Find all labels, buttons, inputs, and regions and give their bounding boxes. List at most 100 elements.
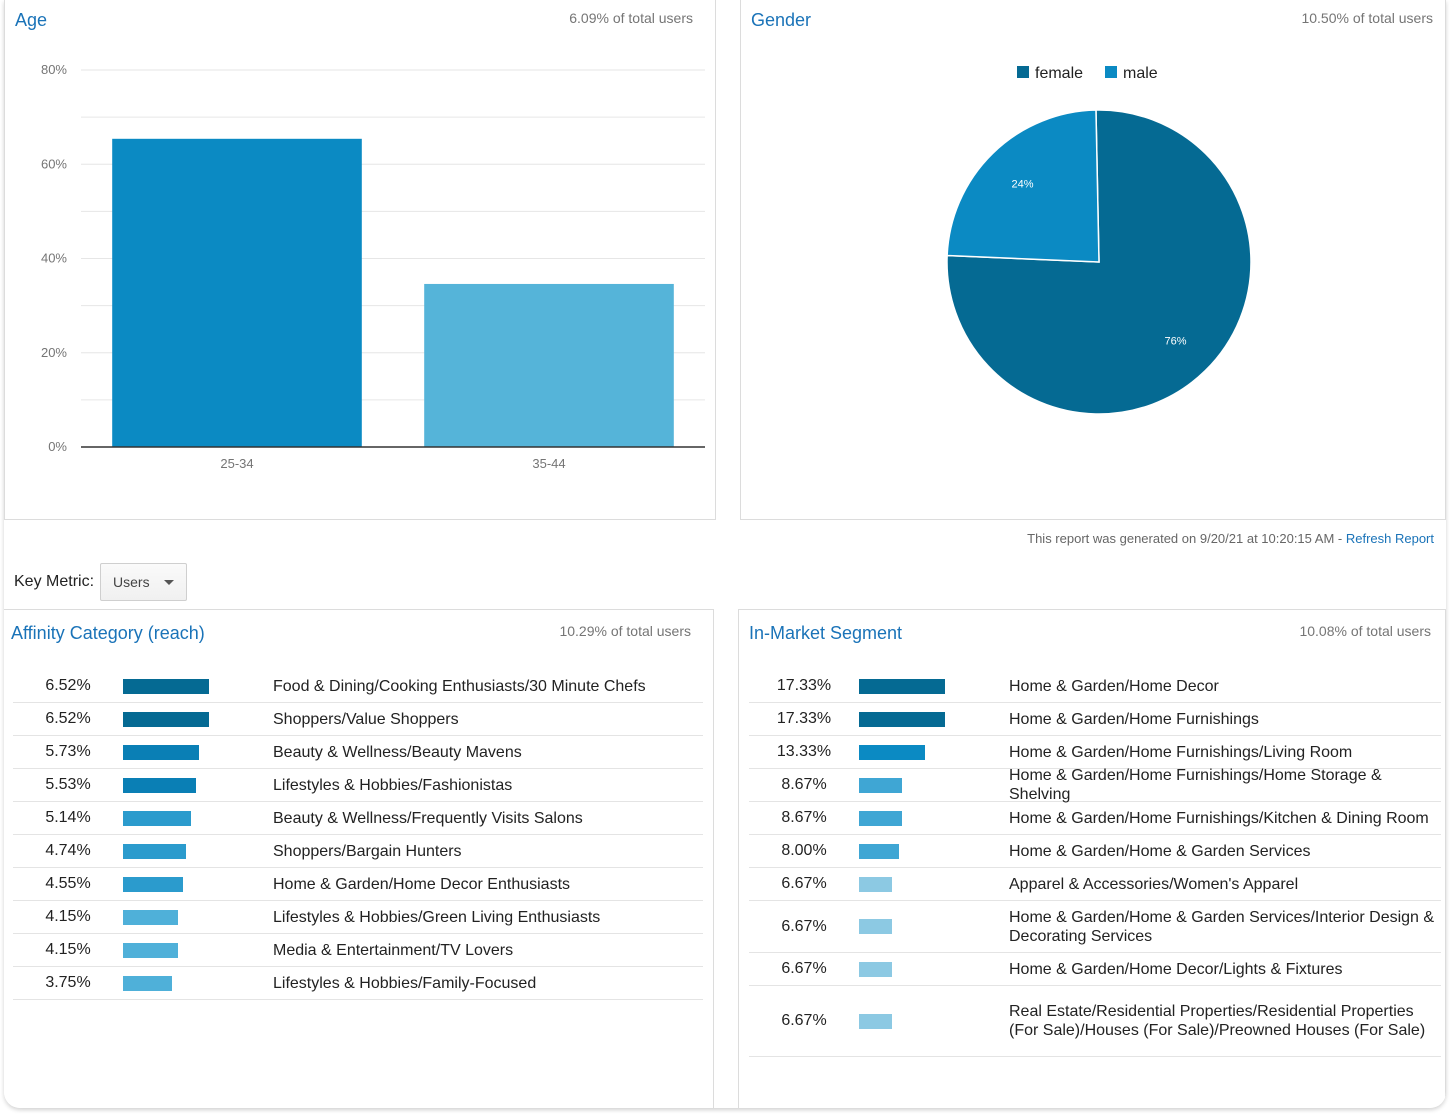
row-label: Food & Dining/Cooking Enthusiasts/30 Min…: [273, 677, 646, 695]
key-metric: Key Metric: Users: [14, 562, 187, 602]
row-bar-cell: [859, 919, 1009, 934]
row-percent: 6.52%: [45, 710, 91, 727]
row-bar: [123, 678, 209, 694]
refresh-report-link[interactable]: Refresh Report: [1345, 531, 1434, 546]
table-row[interactable]: 6.52% Food & Dining/Cooking Enthusiasts/3…: [13, 670, 703, 703]
bar-25-34[interactable]: [112, 138, 362, 448]
x-tick-label: 35-44: [532, 456, 565, 471]
row-bar: [123, 843, 186, 859]
table-row[interactable]: 17.33% Home & Garden/Home Furnishings: [749, 703, 1441, 736]
table-row[interactable]: 4.15% Lifestyles & Hobbies/Green Living E…: [13, 901, 703, 934]
row-percent: 4.74%: [45, 842, 91, 859]
row-label: Home & Garden/Home & Garden Services/Int…: [1009, 908, 1435, 945]
row-bar-cell: [859, 961, 1009, 977]
row-bar-cell: [123, 909, 273, 925]
table-row[interactable]: 5.14% Beauty & Wellness/Frequently Visits…: [13, 802, 703, 835]
row-label: Shoppers/Value Shoppers: [273, 710, 459, 728]
table-row[interactable]: 13.33% Home & Garden/Home Furnishings/Liv…: [749, 736, 1441, 769]
row-label: Beauty & Wellness/Frequently Visits Salo…: [273, 809, 583, 827]
row-label: Real Estate/Residential Properties/Resid…: [1009, 1003, 1426, 1039]
table-row[interactable]: 6.67% Home & Garden/Home Decor/Lights & F…: [749, 953, 1441, 986]
table-row[interactable]: 4.15% Media & Entertainment/TV Lovers: [13, 934, 703, 967]
key-metric-selected-value: Users: [113, 574, 150, 590]
row-bar-cell: [859, 777, 1009, 793]
row-bar-cell: [123, 975, 273, 991]
row-bar: [859, 678, 945, 694]
row-percent: 4.55%: [45, 875, 91, 892]
row-label: Home & Garden/Home Furnishings/Home Stor…: [1009, 767, 1382, 803]
row-label: Home & Garden/Home Decor: [1009, 677, 1219, 695]
row-label: Home & Garden/Home Furnishings: [1009, 710, 1259, 728]
legend-label-female: female: [1035, 65, 1083, 82]
report-generated-note: This report was generated on 9/20/21 at …: [1027, 531, 1434, 546]
age-bar-chart: 0% 20% 40% 60% 80% 25-34 35-44: [41, 62, 705, 471]
row-bar-cell: [859, 678, 1009, 694]
pie-label-female: 76%: [1164, 335, 1186, 347]
inmarket-title: In-Market Segment: [749, 623, 903, 643]
affinity-card: Affinity Category (reach) 10.29% of tota…: [4, 609, 714, 1108]
table-row[interactable]: 4.55% Home & Garden/Home Decor Enthusiast…: [13, 868, 703, 901]
row-bar-cell: [123, 777, 273, 793]
table-row[interactable]: 5.53% Lifestyles & Hobbies/Fashionistas: [13, 769, 703, 802]
row-bar: [123, 810, 191, 826]
pie-slice-male[interactable]: [946, 109, 1100, 263]
table-row[interactable]: 8.00% Home & Garden/Home & Garden Service…: [749, 835, 1441, 868]
table-row[interactable]: 6.52% Shoppers/Value Shoppers: [13, 703, 703, 736]
table-row[interactable]: 6.67% Real Estate/Residential Properties/…: [749, 986, 1441, 1057]
row-percent: 3.75%: [45, 974, 91, 991]
row-percent: 6.67%: [781, 917, 827, 935]
row-bar: [123, 744, 199, 760]
row-percent: 17.33%: [776, 710, 832, 727]
affinity-subtitle: 10.29% of total users: [559, 623, 691, 639]
row-bar-cell: [123, 744, 273, 760]
x-tick-label: 25-34: [220, 456, 253, 471]
row-bar: [123, 942, 178, 958]
table-row[interactable]: 8.67% Home & Garden/Home Furnishings/Kitc…: [749, 802, 1441, 835]
row-bar: [123, 711, 209, 727]
row-bar-cell: [123, 711, 273, 727]
table-row[interactable]: 3.75% Lifestyles & Hobbies/Family-Focused: [13, 967, 703, 1000]
table-row[interactable]: 5.73% Beauty & Wellness/Beauty Mavens: [13, 736, 703, 769]
inmarket-card: In-Market Segment 10.08% of total users …: [738, 609, 1446, 1108]
table-row[interactable]: 6.67% Apparel & Accessories/Women's Appar…: [749, 868, 1441, 901]
row-label: Beauty & Wellness/Beauty Mavens: [273, 743, 522, 761]
row-bar: [859, 711, 945, 727]
table-row[interactable]: 8.67% Home & Garden/Home Furnishings/Home…: [749, 767, 1441, 803]
table-row[interactable]: 6.67% Home & Garden/Home & Garden Service…: [749, 901, 1441, 953]
row-bar: [123, 909, 178, 925]
row-percent: 4.15%: [45, 941, 91, 958]
affinity-table: 6.52% Food & Dining/Cooking Enthusiasts/3…: [13, 670, 703, 1000]
row-label: Lifestyles & Hobbies/Family-Focused: [273, 974, 537, 992]
bar-35-44[interactable]: [424, 283, 674, 447]
table-row[interactable]: 17.33% Home & Garden/Home Decor: [749, 670, 1441, 703]
y-tick-label: 20%: [41, 345, 67, 360]
gender-card: Gender 10.50% of total users female male 7…: [740, 0, 1446, 520]
age-title: Age: [15, 10, 48, 30]
affinity-title: Affinity Category (reach): [11, 623, 205, 643]
age-card: Age 6.09% of total users 0% 20% 40% 60% 80% 2…: [4, 0, 716, 520]
row-bar-cell: [859, 810, 1009, 826]
row-label: Shoppers/Bargain Hunters: [273, 842, 462, 860]
row-percent: 6.67%: [781, 960, 827, 977]
inmarket-subtitle: 10.08% of total users: [1299, 623, 1431, 639]
row-bar: [859, 1013, 893, 1029]
legend-swatch-female: [1017, 66, 1029, 78]
row-percent: 8.00%: [781, 842, 827, 859]
row-label: Lifestyles & Hobbies/Fashionistas: [273, 776, 513, 794]
y-tick-label: 40%: [41, 251, 67, 266]
inmarket-table: 17.33% Home & Garden/Home Decor 17.33% Home…: [749, 670, 1441, 1057]
row-bar-cell: [123, 942, 273, 958]
row-bar-cell: [859, 843, 1009, 859]
row-bar-cell: [123, 876, 273, 892]
row-percent: 6.67%: [781, 1012, 827, 1029]
row-bar-cell: [123, 843, 273, 859]
table-row[interactable]: 4.74% Shoppers/Bargain Hunters: [13, 835, 703, 868]
row-bar: [859, 876, 893, 892]
row-bar: [123, 975, 173, 991]
row-bar-cell: [123, 810, 273, 826]
row-percent: 8.67%: [781, 809, 827, 826]
key-metric-select[interactable]: Users: [100, 563, 187, 601]
row-percent: 8.67%: [781, 776, 827, 793]
row-bar: [123, 876, 183, 892]
row-label: Home & Garden/Home Decor Enthusiasts: [273, 875, 571, 893]
